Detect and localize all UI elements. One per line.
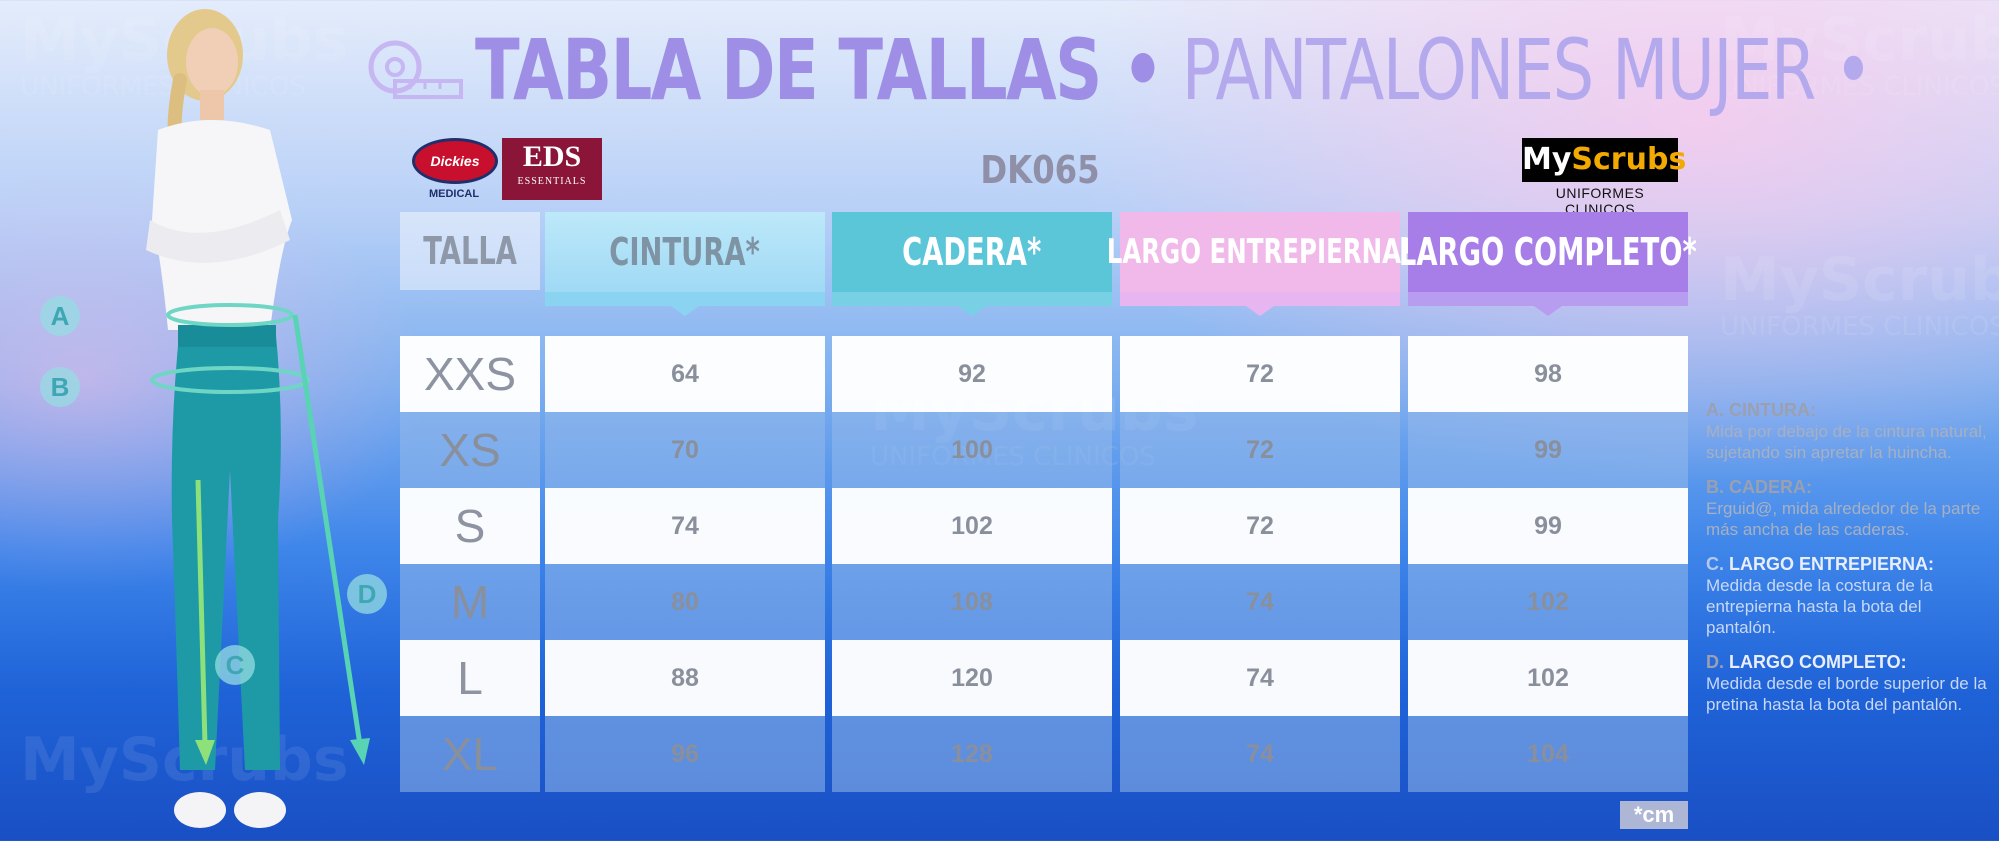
eds-sub: ESSENTIALS bbox=[517, 176, 587, 187]
cadera-cell: 128 bbox=[832, 716, 1112, 792]
note-cadera: B. CADERA: Erguid@, mida alrededor de la… bbox=[1706, 477, 1981, 539]
dickies-sub: MEDICAL bbox=[428, 188, 480, 200]
cintura-cell: 64 bbox=[545, 336, 825, 412]
cintura-cell: 88 bbox=[545, 640, 825, 716]
cintura-cell: 70 bbox=[545, 412, 825, 488]
size-cell: XXS bbox=[400, 336, 540, 412]
model-code: DK065 bbox=[980, 148, 1100, 192]
size-cell: M bbox=[400, 564, 540, 640]
header-pointer bbox=[958, 306, 986, 316]
size-cell: XL bbox=[400, 716, 540, 792]
header-cintura: CINTURA* bbox=[545, 212, 825, 292]
entrepierna-cell: 74 bbox=[1120, 564, 1400, 640]
page-title: TABLA DE TALLAS • PANTALONES MUJER • bbox=[365, 20, 1999, 120]
note-largo-completo: D. LARGO COMPLETO: Medida desde el borde… bbox=[1706, 652, 1987, 714]
cadera-cell: 120 bbox=[832, 640, 1112, 716]
cintura-cell: 96 bbox=[545, 716, 825, 792]
header-cadera: CADERA* bbox=[832, 212, 1112, 292]
entrepierna-cell: 72 bbox=[1120, 412, 1400, 488]
header-pointer bbox=[1246, 306, 1274, 316]
size-cell: XS bbox=[400, 412, 540, 488]
cadera-cell: 100 bbox=[832, 412, 1112, 488]
myscrubs-my: My bbox=[1522, 142, 1572, 177]
cintura-cell: 74 bbox=[545, 488, 825, 564]
cadera-cell: 108 bbox=[832, 564, 1112, 640]
myscrubs-logo: MyScrubs UNIFORMES CLINICOS bbox=[1520, 138, 1686, 217]
header-largo-entrepierna: LARGO ENTREPIERNA* bbox=[1106, 212, 1414, 292]
completo-cell: 102 bbox=[1408, 640, 1688, 716]
unit-label: *cm bbox=[1620, 801, 1688, 829]
cadera-cell: 102 bbox=[832, 488, 1112, 564]
eds-wordmark: EDS bbox=[522, 140, 582, 173]
size-cell: S bbox=[400, 488, 540, 564]
note-cintura: A. CINTURA: Mida por debajo de la cintur… bbox=[1706, 400, 1987, 462]
note-largo-entrepierna: C. LARGO ENTREPIERNA: Medida desde la co… bbox=[1706, 554, 1935, 637]
completo-cell: 102 bbox=[1408, 564, 1688, 640]
completo-cell: 104 bbox=[1408, 716, 1688, 792]
header-tab bbox=[545, 292, 825, 306]
measuring-tape-icon bbox=[368, 40, 463, 99]
entrepierna-cell: 74 bbox=[1120, 640, 1400, 716]
completo-cell: 99 bbox=[1408, 488, 1688, 564]
cadera-cell: 92 bbox=[832, 336, 1112, 412]
cintura-cell: 80 bbox=[545, 564, 825, 640]
marker-c: C bbox=[215, 645, 255, 685]
size-cell: L bbox=[400, 640, 540, 716]
myscrubs-scrubs: Scrubs bbox=[1571, 142, 1687, 177]
header-largo-completo: LARGO COMPLETO* bbox=[1399, 212, 1697, 292]
title-bold: TABLA DE TALLAS • bbox=[475, 21, 1164, 119]
eds-logo: EDS ESSENTIALS bbox=[502, 138, 602, 200]
marker-b: B bbox=[40, 367, 80, 407]
header-pointer bbox=[1534, 306, 1562, 316]
entrepierna-cell: 72 bbox=[1120, 488, 1400, 564]
model-figure bbox=[146, 9, 370, 828]
entrepierna-cell: 72 bbox=[1120, 336, 1400, 412]
dickies-logo: Dickies MEDICAL bbox=[412, 138, 498, 200]
header-talla: TALLA bbox=[400, 212, 540, 290]
completo-cell: 99 bbox=[1408, 412, 1688, 488]
header-tab bbox=[832, 292, 1112, 306]
marker-a: A bbox=[40, 296, 80, 336]
completo-cell: 98 bbox=[1408, 336, 1688, 412]
marker-d: D bbox=[347, 574, 387, 614]
header-tab bbox=[1120, 292, 1400, 306]
header-tab bbox=[1408, 292, 1688, 306]
measurement-notes: A. CINTURA: Mida por debajo de la cintur… bbox=[1706, 400, 1991, 729]
entrepierna-cell: 74 bbox=[1120, 716, 1400, 792]
header-pointer bbox=[671, 306, 699, 316]
dickies-wordmark: Dickies bbox=[412, 138, 498, 184]
title-light: PANTALONES MUJER • bbox=[1181, 21, 1873, 119]
